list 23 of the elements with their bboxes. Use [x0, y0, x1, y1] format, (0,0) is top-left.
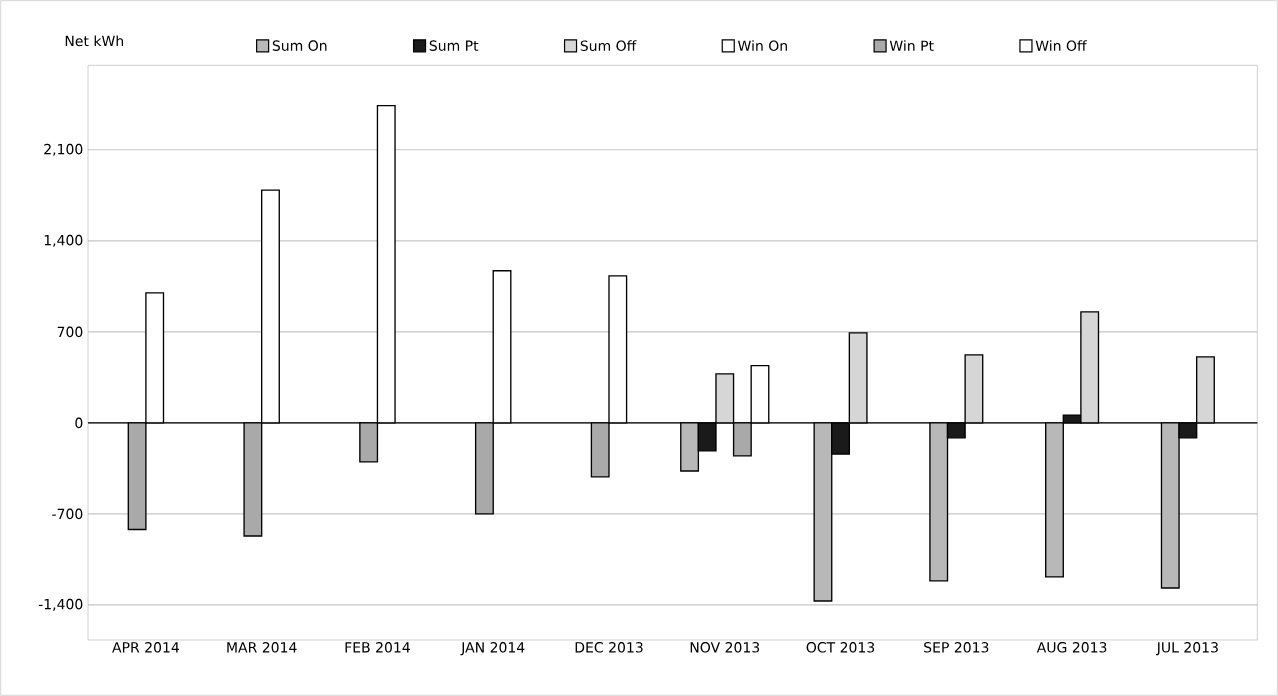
- y-tick-label: 700: [57, 326, 83, 338]
- legend-label: Sum On: [272, 40, 327, 51]
- legend-label: Win On: [737, 40, 787, 52]
- legend-label: Sum Pt: [429, 40, 479, 51]
- x-tick-label: JAN 2014: [460, 642, 525, 656]
- legend-label: Win Off: [1035, 40, 1087, 52]
- x-tick-label: MAR 2014: [227, 642, 297, 653]
- y-tick-label: 1,400: [44, 234, 83, 247]
- legend-title: Net kWh: [65, 35, 124, 47]
- x-tick-label: APR 2014: [112, 642, 179, 653]
- legend-label: Sum Off: [580, 40, 637, 52]
- x-tick-label: OCT 2013: [806, 642, 875, 653]
- legend-label: Win Pt: [889, 40, 934, 51]
- y-tick-label: 2,100: [44, 143, 83, 156]
- x-tick-label: SEP 2013: [924, 642, 989, 653]
- x-tick-label: FEB 2014: [345, 642, 410, 653]
- y-tick-label: -1,400: [38, 598, 83, 611]
- y-tick-label: 0: [75, 417, 83, 429]
- x-tick-label: JUL 2013: [1156, 642, 1218, 656]
- y-tick-label: -700: [52, 508, 83, 520]
- x-tick-label: AUG 2013: [1036, 642, 1107, 653]
- x-tick-label: DEC 2013: [575, 642, 643, 653]
- x-tick-label: NOV 2013: [690, 642, 760, 653]
